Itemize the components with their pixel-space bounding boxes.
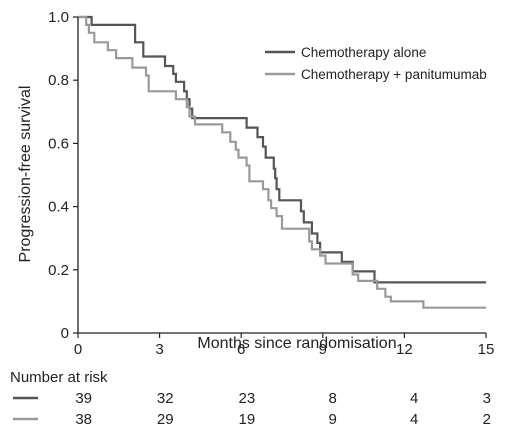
y-tick-label: 0 (61, 325, 69, 342)
y-tick-label: 1.0 (48, 9, 69, 26)
risk-value: 3 (483, 390, 491, 407)
x-tick-label: 3 (155, 341, 163, 358)
risk-value: 4 (410, 411, 418, 428)
y-tick-label: 0.4 (48, 199, 69, 216)
x-axis-label: Months since randomisation (197, 335, 396, 352)
y-tick-label: 0.8 (48, 72, 69, 89)
axes: 0 3 6 9 12 15 0 0.2 0.4 0.6 0.8 1.0 (48, 9, 494, 358)
x-tick-label: 6 (237, 341, 245, 358)
legend-label-2: Chemotherapy + panitumumab (301, 67, 487, 82)
risk-value: 19 (239, 411, 256, 428)
risk-value: 29 (157, 411, 174, 428)
risk-value: 23 (239, 390, 256, 407)
y-tick-label: 0.2 (48, 262, 69, 279)
legend-label-1: Chemotherapy alone (301, 45, 426, 60)
plot-area (78, 15, 486, 309)
x-tick-label: 12 (396, 341, 413, 358)
risk-value: 32 (157, 390, 174, 407)
risk-value: 8 (328, 390, 336, 407)
x-tick-label: 15 (478, 341, 495, 358)
series-line-2 (78, 15, 486, 309)
risk-value: 38 (75, 411, 92, 428)
risk-value: 39 (75, 390, 92, 407)
risk-table-title: Number at risk (10, 369, 108, 386)
risk-value: 4 (410, 390, 418, 407)
risk-table: 39 32 23 8 4 3 38 29 19 9 4 2 (13, 390, 491, 428)
y-axis-label: Progression-free survival (17, 86, 34, 263)
x-tick-label: 0 (74, 341, 82, 358)
legend: Chemotherapy alone Chemotherapy + panitum… (265, 45, 487, 82)
risk-value: 9 (328, 411, 336, 428)
risk-value: 2 (483, 411, 491, 428)
series-line-1 (78, 15, 486, 284)
y-tick-label: 0.6 (48, 135, 69, 152)
x-tick-label: 9 (319, 341, 327, 358)
